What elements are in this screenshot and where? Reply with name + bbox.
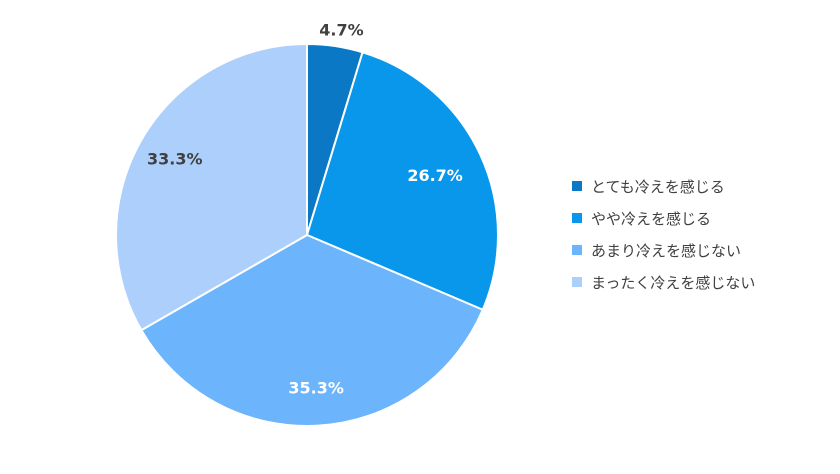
legend: とても冷えを感じる やや冷えを感じる あまり冷えを感じない まったく冷えを感じな… — [572, 170, 755, 298]
legend-item: やや冷えを感じる — [572, 202, 755, 234]
pie-slice — [140, 233, 485, 427]
legend-item: とても冷えを感じる — [572, 170, 755, 202]
legend-item: まったく冷えを感じない — [572, 266, 755, 298]
pie-slices — [115, 42, 499, 427]
legend-swatch — [572, 213, 582, 223]
data-label: 26.7% — [407, 166, 463, 185]
legend-label: まったく冷えを感じない — [591, 273, 756, 292]
legend-swatch — [572, 245, 582, 255]
legend-swatch — [572, 181, 582, 191]
legend-label: とても冷えを感じる — [591, 177, 725, 196]
data-label: 35.3% — [288, 379, 344, 398]
data-label: 4.7% — [319, 20, 363, 39]
data-label: 33.3% — [147, 149, 203, 168]
pie-slice — [305, 51, 499, 312]
pie-slice — [115, 42, 308, 332]
legend-label: やや冷えを感じる — [591, 209, 712, 228]
legend-item: あまり冷えを感じない — [572, 234, 755, 266]
legend-label: あまり冷えを感じない — [591, 241, 742, 260]
pie-labels: 4.7% 26.7% 35.3% 33.3% — [147, 20, 463, 397]
legend-swatch — [572, 277, 582, 287]
